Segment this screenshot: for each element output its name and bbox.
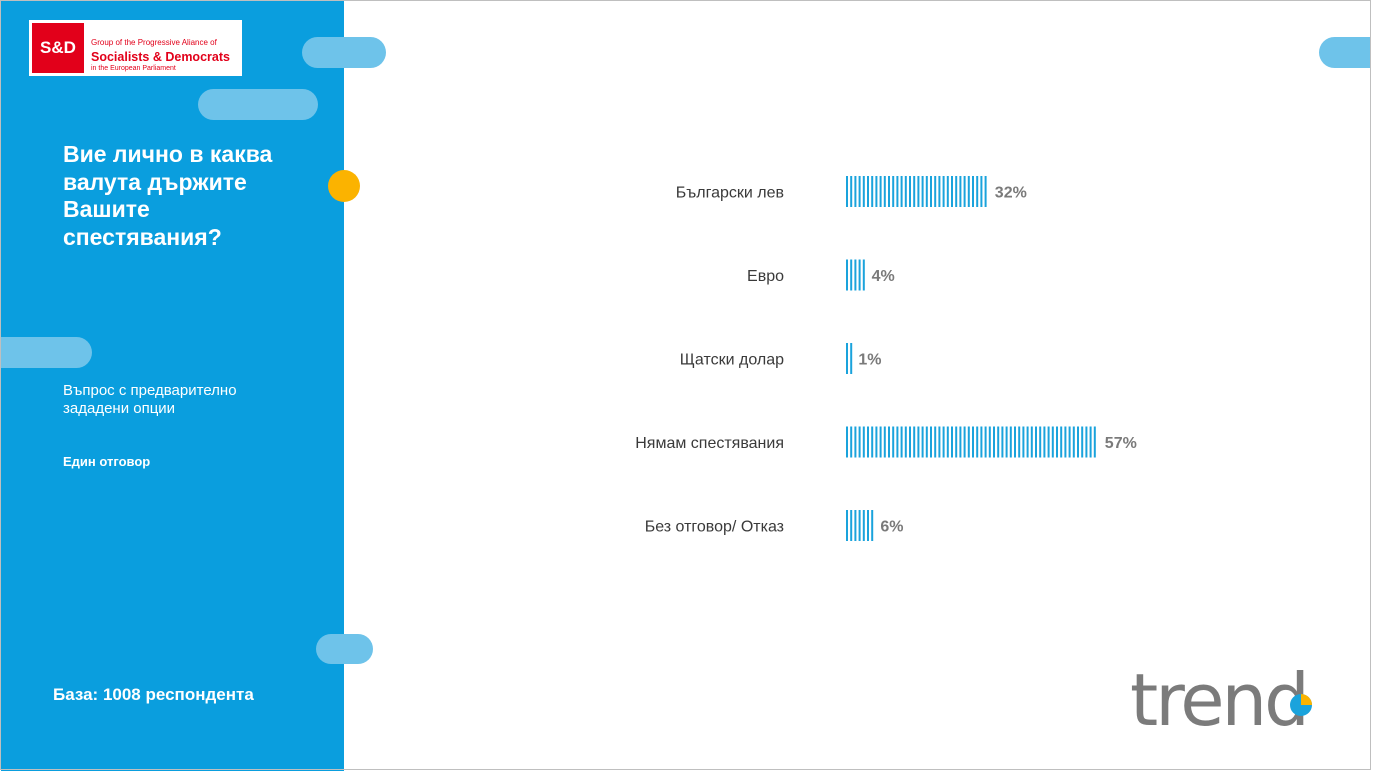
sd-logo-line2: Socialists & Democrats (91, 50, 230, 64)
answer-type: Един отговор (63, 454, 151, 469)
decor-pill-3 (1, 337, 92, 368)
question-title: Вие лично в каква валута държите Вашите … (63, 141, 273, 250)
bar (846, 343, 853, 374)
decor-pill-5 (1319, 37, 1371, 68)
question-type: Въпрос с предварително зададени опции (63, 382, 237, 417)
trend-logo: trend (1130, 660, 1312, 735)
left-panel: S&D Group of the Progressive Aliance of … (1, 1, 344, 771)
value-label: 6% (880, 519, 903, 536)
category-label: Български лев (676, 185, 784, 202)
sample-base: База: 1008 респондента (53, 685, 254, 704)
sd-logo-line1: Group of the Progressive Aliance of (91, 38, 217, 47)
value-label: 32% (995, 185, 1027, 202)
sd-logo-mark: S&D (32, 23, 84, 73)
sd-logo-line3: in the European Parliament (91, 65, 176, 72)
value-label: 4% (872, 268, 895, 285)
decor-pill-2 (198, 89, 318, 120)
bar (846, 426, 1096, 458)
bar-chart: Български лев 32% Евро 4% Щатски долар 1% Няма… (635, 176, 1137, 541)
bar (846, 259, 865, 291)
sd-logo: S&D Group of the Progressive Aliance of … (29, 20, 242, 76)
category-label: Без отговор/ Отказ (645, 519, 784, 536)
trend-logo-text: trend (1130, 660, 1307, 735)
bar (846, 510, 874, 541)
category-label: Щатски долар (680, 352, 784, 369)
category-label: Нямам спестявания (635, 435, 784, 452)
decor-pill-4 (316, 634, 373, 664)
value-label: 1% (858, 352, 881, 369)
decor-pill-1 (302, 37, 386, 68)
value-label: 57% (1105, 435, 1137, 452)
bar (846, 176, 987, 207)
category-label: Евро (747, 268, 784, 285)
decor-dot (328, 170, 360, 202)
trend-logo-pie-slice (1301, 694, 1312, 705)
